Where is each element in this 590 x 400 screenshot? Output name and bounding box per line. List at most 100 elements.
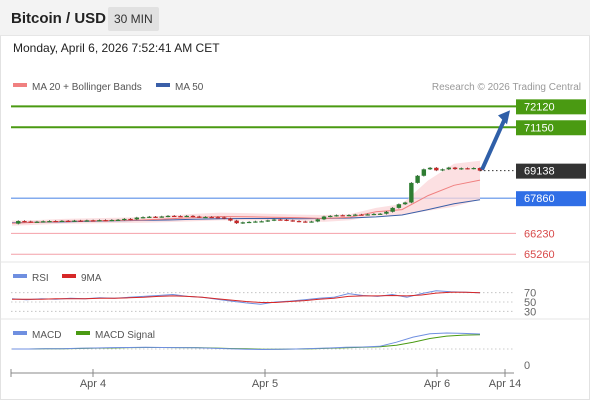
candle-body xyxy=(84,220,90,222)
price-panel: 72120 71150 67860 66230 65260 69138 xyxy=(11,99,586,261)
candle-body xyxy=(97,220,102,222)
legend-ma20-label: MA 20 + Bollinger Bands xyxy=(32,82,142,93)
candle-body xyxy=(284,219,289,221)
candle-body xyxy=(65,220,71,223)
candle-body xyxy=(328,215,333,218)
candle-body xyxy=(78,220,83,222)
forecast-arrow-head xyxy=(498,110,510,125)
x-tick-label-0: Apr 4 xyxy=(80,378,106,390)
candle-body xyxy=(290,220,295,222)
legend-rsi-label: RSI xyxy=(32,273,49,284)
candle-body xyxy=(16,221,21,224)
candle-body xyxy=(184,215,189,218)
candle-body xyxy=(434,167,439,171)
candle-body xyxy=(28,221,33,223)
candle-body xyxy=(321,216,327,220)
last-price-tag xyxy=(516,163,586,179)
pivot-tag xyxy=(516,191,586,207)
chart-header: Bitcoin / USD 30 MIN xyxy=(0,0,590,36)
candle-body xyxy=(459,168,464,170)
macd-signal-line xyxy=(12,334,481,350)
candle-body xyxy=(415,175,420,183)
x-tick-label-2: Apr 6 xyxy=(424,378,450,390)
rsi-swatch xyxy=(13,274,27,278)
candle-body xyxy=(234,220,239,224)
legend-ma50-label: MA 50 xyxy=(175,82,204,93)
candle-body xyxy=(421,169,427,176)
candle-body xyxy=(353,214,358,216)
candle-body xyxy=(303,221,308,223)
candle-body xyxy=(90,220,96,222)
resistance-tag-1 xyxy=(516,99,586,115)
candle-body xyxy=(240,222,246,224)
candle-body xyxy=(402,202,408,205)
candle-body xyxy=(165,215,171,218)
candle-body xyxy=(346,215,352,217)
candle-body xyxy=(221,217,227,219)
legend-rsi: RSI 9MA xyxy=(13,273,102,284)
candle-body xyxy=(122,218,127,221)
candle-body xyxy=(47,221,52,223)
candle-body xyxy=(315,219,320,222)
candle-body xyxy=(228,218,233,221)
candle-body xyxy=(153,216,158,218)
candle-body xyxy=(265,220,271,222)
x-tick-label-1: Apr 5 xyxy=(252,378,278,390)
candle-body xyxy=(371,213,377,216)
candle-body xyxy=(396,204,402,208)
candle-body xyxy=(477,168,483,171)
candle-body xyxy=(72,220,77,222)
macd-zero-label: 0 xyxy=(524,360,530,372)
timeframe-badge[interactable]: 30 MIN xyxy=(108,7,159,31)
resistance-tag-2 xyxy=(516,120,586,136)
candle-body xyxy=(296,221,302,223)
candle-body xyxy=(209,216,214,219)
ma20-line xyxy=(11,179,481,224)
ma20-swatch xyxy=(13,83,27,87)
candle-body xyxy=(334,215,339,217)
candle-body xyxy=(147,216,152,218)
legend-rsi-ma-label: 9MA xyxy=(81,273,102,284)
candle-body xyxy=(409,182,414,203)
candle-body xyxy=(278,219,283,221)
macd-line xyxy=(12,332,481,351)
candle-body xyxy=(41,221,46,223)
pivot-value: 67860 xyxy=(524,193,555,205)
resistance-value-2: 71150 xyxy=(524,122,554,134)
candle-body xyxy=(197,216,202,218)
rsi-level-label-30: 30 xyxy=(524,306,536,318)
candle-body xyxy=(59,220,65,223)
rsi-line xyxy=(11,290,481,305)
candle-body xyxy=(340,215,345,217)
x-axis: Apr 4 Apr 5 Apr 6 Apr 14 xyxy=(10,369,521,390)
candle-body xyxy=(440,169,445,171)
candle-body xyxy=(446,167,451,170)
macd-signal-swatch xyxy=(76,331,90,335)
macd-panel: 0 xyxy=(11,332,530,372)
timestamp: Monday, April 6, 2026 7:52:41 AM CET xyxy=(13,41,220,55)
candle-body xyxy=(390,207,395,212)
candle-body xyxy=(128,218,133,221)
candle-body xyxy=(115,219,121,221)
candle-body xyxy=(271,219,277,221)
candle-body xyxy=(309,221,314,223)
legend-macd-label: MACD xyxy=(32,330,61,341)
candle-body xyxy=(22,221,27,223)
last-price-value: 69138 xyxy=(524,166,555,178)
ma50-swatch xyxy=(156,83,170,87)
resistance-value-1: 72120 xyxy=(524,101,555,113)
support-value-1: 66230 xyxy=(524,228,555,240)
x-tick-label-3: Apr 14 xyxy=(489,378,521,390)
candle-body xyxy=(452,167,458,170)
macd-swatch xyxy=(13,331,27,335)
candle-body xyxy=(253,221,258,223)
candle-body xyxy=(427,167,433,170)
legend-macd-signal-label: MACD Signal xyxy=(95,330,155,341)
candle-body xyxy=(471,168,476,170)
candle-body xyxy=(159,216,164,218)
candle-body xyxy=(215,217,221,219)
candle-body xyxy=(359,214,364,216)
candle-body xyxy=(53,221,58,223)
